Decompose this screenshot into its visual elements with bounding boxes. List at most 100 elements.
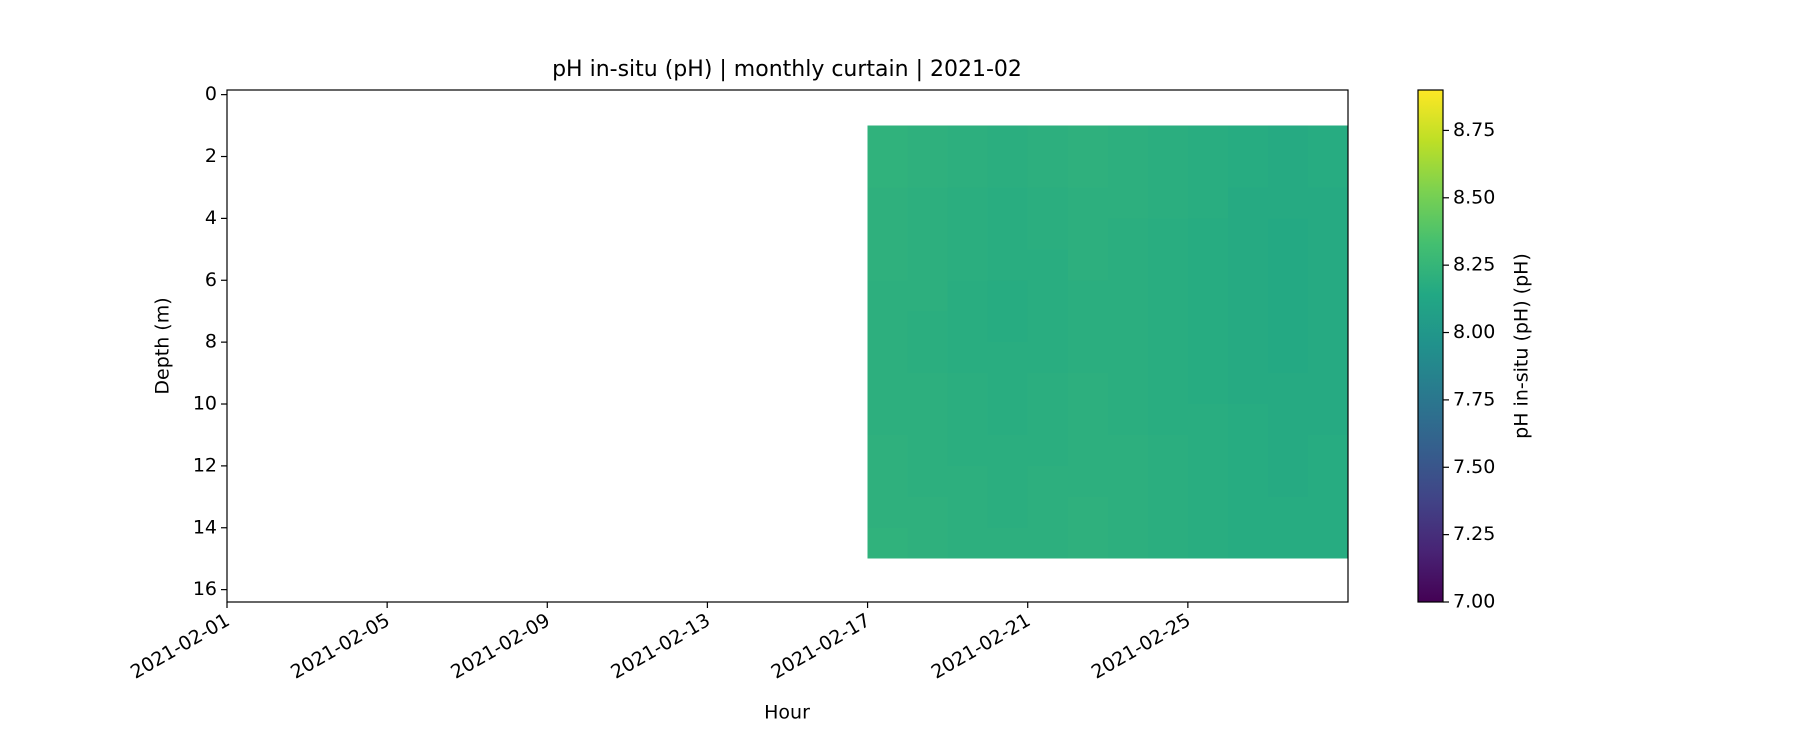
- curtain-cell: [1187, 125, 1228, 157]
- curtain-cell: [987, 404, 1028, 435]
- chart-title: pH in-situ (pH) | monthly curtain | 2021…: [552, 57, 1022, 82]
- curtain-cell: [1067, 373, 1108, 405]
- curtain-cell: [1227, 311, 1268, 343]
- curtain-cell: [867, 125, 908, 157]
- colorbar-tick-label: 8.50: [1453, 186, 1495, 208]
- curtain-cell: [1107, 125, 1148, 157]
- curtain-cell: [1107, 373, 1148, 405]
- x-tick-label: 2021-02-21: [928, 609, 1035, 683]
- curtain-cell: [867, 465, 908, 497]
- curtain-cell: [1227, 465, 1268, 497]
- curtain-cell: [907, 373, 948, 405]
- curtain-cell: [1107, 434, 1148, 466]
- curtain-cell: [1027, 434, 1068, 466]
- curtain-cell: [1027, 465, 1068, 497]
- curtain-cell: [1187, 434, 1228, 466]
- curtain-cell: [1027, 311, 1068, 343]
- curtain-cell: [1187, 311, 1228, 343]
- colorbar-tick-label: 8.00: [1453, 321, 1495, 343]
- curtain-cell: [1027, 342, 1068, 374]
- curtain-cell: [987, 218, 1028, 250]
- curtain-cell: [1227, 496, 1268, 528]
- curtain-cell: [987, 342, 1028, 374]
- curtain-cell: [867, 311, 908, 343]
- y-tick-label: 2: [205, 145, 217, 167]
- x-tick-label: 2021-02-05: [287, 609, 394, 683]
- curtain-cell: [987, 434, 1028, 466]
- curtain-cell: [947, 404, 988, 435]
- curtain-cell: [1067, 156, 1108, 188]
- x-tick-label: 2021-02-25: [1088, 609, 1195, 683]
- curtain-cell: [1147, 280, 1188, 312]
- curtain-cell: [947, 465, 988, 497]
- curtain-cell: [987, 125, 1028, 157]
- curtain-cell: [947, 218, 988, 250]
- curtain-cell: [1227, 404, 1268, 435]
- curtain-cell: [907, 311, 948, 343]
- curtain-cell: [1107, 311, 1148, 343]
- curtain-cell: [1267, 280, 1308, 312]
- colorbar-tick-label: 7.00: [1453, 591, 1495, 613]
- curtain-cell: [1147, 125, 1188, 157]
- curtain-cell: [1067, 434, 1108, 466]
- curtain-cell: [907, 125, 948, 157]
- curtain-cell: [1307, 404, 1348, 435]
- curtain-cell: [1187, 156, 1228, 188]
- curtain-cell: [1107, 465, 1148, 497]
- curtain-cell: [1187, 373, 1228, 405]
- curtain-cell: [1107, 342, 1148, 374]
- curtain-cell: [1067, 311, 1108, 343]
- curtain-cell: [1107, 156, 1148, 188]
- curtain-cell: [1267, 434, 1308, 466]
- curtain-cell: [1267, 187, 1308, 219]
- curtain-cell: [987, 249, 1028, 281]
- curtain-cell: [1147, 311, 1188, 343]
- curtain-cell: [1267, 156, 1308, 188]
- curtain-cell: [1267, 465, 1308, 497]
- curtain-cell: [1267, 125, 1308, 157]
- curtain-cell: [1147, 249, 1188, 281]
- curtain-cell: [1227, 249, 1268, 281]
- curtain-cell: [1267, 249, 1308, 281]
- curtain-cell: [1307, 280, 1348, 312]
- curtain-cell: [867, 218, 908, 250]
- curtain-cell: [1307, 311, 1348, 343]
- curtain-cell: [987, 496, 1028, 528]
- curtain-cell: [987, 280, 1028, 312]
- curtain-cell: [1267, 218, 1308, 250]
- y-tick-label: 12: [193, 454, 217, 476]
- colorbar-tick-label: 8.75: [1453, 119, 1495, 141]
- curtain-cell: [1107, 496, 1148, 528]
- curtain-cell: [1187, 187, 1228, 219]
- curtain-cell: [907, 187, 948, 219]
- curtain-cell: [867, 280, 908, 312]
- curtain-cell: [1027, 156, 1068, 188]
- curtain-cell: [907, 434, 948, 466]
- x-tick-label: 2021-02-17: [767, 609, 874, 683]
- curtain-cell: [1227, 373, 1268, 405]
- curtain-cell: [1187, 496, 1228, 528]
- curtain-cell: [947, 496, 988, 528]
- curtain-cell: [1107, 187, 1148, 219]
- curtain-cell: [867, 496, 908, 528]
- curtain-cell: [1307, 434, 1348, 466]
- colorbar-tick-label: 8.25: [1453, 254, 1495, 276]
- curtain-cell: [1307, 527, 1348, 559]
- curtain-cell: [1307, 156, 1348, 188]
- curtain-cell: [987, 465, 1028, 497]
- curtain-cell: [1187, 342, 1228, 374]
- curtain-cell: [1147, 187, 1188, 219]
- x-tick-label: 2021-02-09: [447, 609, 554, 683]
- plot-frame: [226, 89, 1349, 603]
- curtain-cell: [1147, 404, 1188, 435]
- curtain-cell: [1227, 434, 1268, 466]
- curtain-cell: [1027, 527, 1068, 559]
- curtain-cell: [947, 527, 988, 559]
- colorbar-tick-label: 7.25: [1453, 523, 1495, 545]
- curtain-cell: [1147, 496, 1188, 528]
- curtain-cell: [1107, 218, 1148, 250]
- curtain-cell: [1147, 218, 1188, 250]
- curtain-cell: [1267, 404, 1308, 435]
- curtain-cell: [1107, 249, 1148, 281]
- curtain-cell: [1067, 496, 1108, 528]
